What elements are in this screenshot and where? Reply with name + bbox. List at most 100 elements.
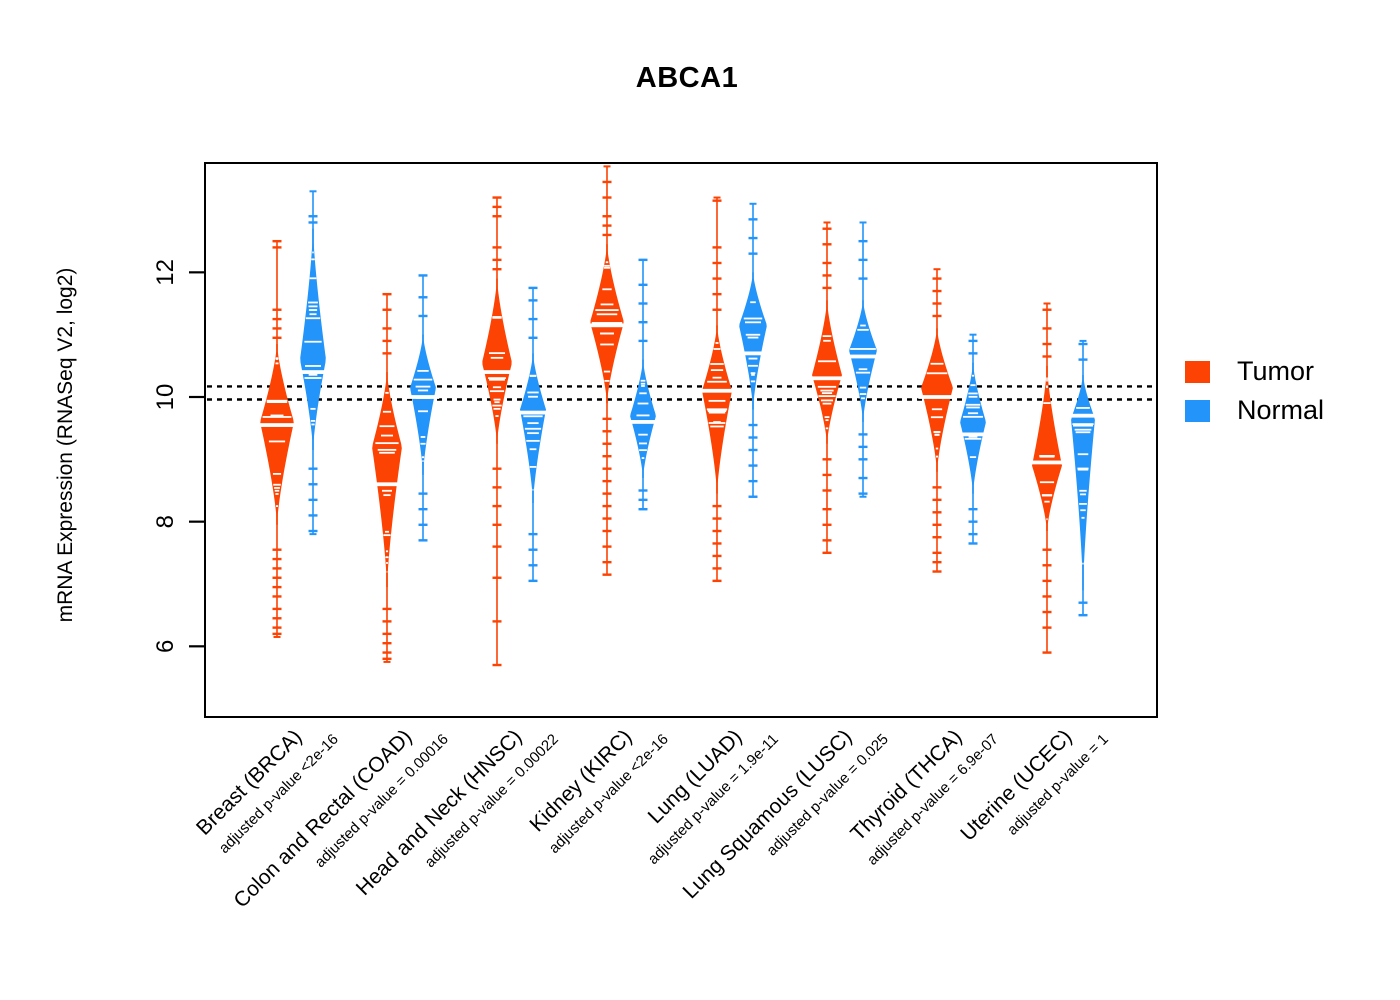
violin-normal-outlier-dash bbox=[858, 458, 868, 461]
violin-tumor-data-stripe bbox=[489, 378, 505, 381]
violin-normal-outlier-dash bbox=[968, 542, 978, 545]
violin-tumor-body bbox=[921, 328, 953, 472]
violin-normal-outlier-dash bbox=[418, 314, 428, 318]
violin-normal-data-stripe bbox=[308, 373, 318, 376]
violin-tumor-data-stripe bbox=[385, 391, 389, 394]
violin-normal-outlier-dash bbox=[308, 221, 318, 224]
violin-tumor-outlier-dash bbox=[932, 536, 942, 539]
violin-tumor-data-stripe bbox=[820, 399, 834, 402]
violin-tumor-outlier-dash bbox=[712, 554, 722, 558]
violin-normal-data-stripe bbox=[750, 301, 756, 304]
violin-tumor-outlier-dash bbox=[382, 292, 392, 296]
violin-normal-data-stripe bbox=[420, 436, 426, 438]
violin-normal-whisker-cap bbox=[1079, 339, 1087, 342]
violin-tumor-data-stripe bbox=[600, 303, 614, 306]
violin-tumor-outlier-dash bbox=[712, 529, 722, 533]
violin-tumor-outlier-dash bbox=[1042, 579, 1052, 583]
legend: Tumor Normal bbox=[1185, 352, 1324, 430]
violin-tumor-data-stripe bbox=[377, 448, 397, 451]
violin-normal-outlier-dash bbox=[748, 423, 758, 427]
violin-normal-outlier-dash bbox=[528, 286, 538, 290]
violin-tumor-data-stripe bbox=[488, 377, 506, 380]
violin-tumor-data-stripe bbox=[1046, 379, 1048, 382]
violin-normal-outlier-dash bbox=[418, 296, 428, 299]
violin-normal-data-stripe bbox=[1074, 428, 1092, 431]
violin-tumor-data-stripe bbox=[268, 440, 286, 443]
violin-normal-outlier-dash bbox=[858, 239, 868, 243]
violin-normal-outlier-dash bbox=[748, 218, 758, 221]
violin-normal-median-line bbox=[515, 410, 551, 415]
violin-tumor-outlier-dash bbox=[822, 539, 832, 542]
violin-tumor-outlier-dash bbox=[602, 224, 612, 227]
violin-normal-outlier-dash bbox=[308, 215, 318, 218]
violin-normal-data-stripe bbox=[415, 385, 431, 388]
violin-tumor-data-stripe bbox=[386, 562, 388, 564]
chart-title: ABCA1 bbox=[635, 62, 739, 94]
violin-normal-outlier-dash bbox=[638, 258, 648, 262]
violin-normal-body bbox=[300, 228, 326, 450]
violin-normal-data-stripe bbox=[858, 368, 868, 371]
violin-normal-data-stripe bbox=[861, 397, 865, 400]
violin-tumor-data-stripe bbox=[926, 372, 948, 375]
violin-tumor-outlier-dash bbox=[272, 632, 282, 636]
violin-normal-data-stripe bbox=[640, 382, 646, 385]
violin-tumor-data-stripe bbox=[934, 433, 940, 436]
violin-normal-median-line bbox=[845, 354, 881, 359]
violin-normal-outlier-dash bbox=[748, 252, 758, 255]
violin-normal-data-stripe bbox=[1079, 489, 1087, 492]
violin-normal-data-stripe bbox=[641, 385, 645, 387]
violin-tumor-data-stripe bbox=[817, 385, 837, 388]
violin-tumor-outlier-dash bbox=[602, 529, 612, 533]
violin-tumor-outlier-dash bbox=[272, 607, 282, 611]
violin-normal-outlier-dash bbox=[1078, 613, 1088, 617]
violin-tumor-data-stripe bbox=[1046, 377, 1048, 380]
violin-tumor-data-stripe bbox=[274, 487, 280, 489]
violin-tumor-outlier-dash bbox=[492, 215, 502, 218]
violin-normal-data-stripe bbox=[1077, 453, 1089, 456]
violin-normal-data-stripe bbox=[529, 448, 537, 451]
violin-normal-outlier-dash bbox=[308, 483, 318, 486]
violin-tumor-data-stripe bbox=[818, 395, 836, 397]
violin-normal-data-stripe bbox=[523, 415, 543, 418]
violin-tumor-outlier-dash bbox=[492, 620, 502, 623]
violin-tumor-outlier-dash bbox=[602, 504, 612, 508]
violin-normal-data-stripe bbox=[1079, 503, 1087, 505]
violin-tumor-data-stripe bbox=[492, 404, 502, 407]
violin-tumor-data-stripe bbox=[1042, 494, 1052, 497]
violin-tumor-data-stripe bbox=[715, 342, 719, 344]
violin-normal-data-stripe bbox=[311, 423, 315, 426]
violin-tumor-outlier-dash bbox=[272, 595, 282, 598]
violin-normal-outlier-dash bbox=[1078, 601, 1088, 604]
violin-tumor-data-stripe bbox=[492, 316, 502, 319]
violin-tumor-outlier-dash bbox=[272, 585, 282, 589]
violin-tumor-outlier-dash bbox=[712, 504, 722, 508]
violin-tumor-whisker-cap bbox=[383, 660, 391, 663]
violin-tumor-data-stripe bbox=[603, 370, 611, 373]
violin-tumor-outlier-dash bbox=[712, 579, 722, 583]
violin-tumor-outlier-dash bbox=[1042, 626, 1052, 629]
plot-frame bbox=[204, 162, 1158, 718]
violin-tumor-outlier-dash bbox=[602, 430, 612, 433]
violin-tumor-data-stripe bbox=[710, 425, 724, 428]
violin-tumor-data-stripe bbox=[270, 414, 284, 417]
violin-normal-outlier-dash bbox=[418, 274, 428, 277]
violin-tumor-outlier-dash bbox=[712, 567, 722, 570]
violin-normal-data-stripe bbox=[526, 439, 540, 442]
violin-tumor-outlier-dash bbox=[822, 473, 832, 477]
violin-tumor-data-stripe bbox=[1039, 481, 1055, 484]
violin-normal-outlier-dash bbox=[308, 529, 318, 533]
violin-tumor-outlier-dash bbox=[492, 268, 502, 271]
violin-normal-data-stripe bbox=[527, 391, 539, 394]
violin-normal-data-stripe bbox=[850, 348, 876, 350]
violin-normal-outlier-dash bbox=[968, 352, 978, 355]
violin-normal-outlier-dash bbox=[858, 277, 868, 280]
violin-normal-outlier-dash bbox=[1078, 342, 1088, 346]
violin-tumor-data-stripe bbox=[591, 322, 623, 324]
violin-tumor-outlier-dash bbox=[932, 314, 942, 318]
violin-tumor-body bbox=[1032, 365, 1062, 532]
violin-tumor-outlier-dash bbox=[1042, 564, 1052, 567]
violin-normal-outlier-dash bbox=[528, 579, 538, 583]
violin-normal-outlier-dash bbox=[968, 520, 978, 523]
violin-tumor-data-stripe bbox=[604, 264, 610, 267]
violin-tumor-data-stripe bbox=[383, 494, 391, 497]
